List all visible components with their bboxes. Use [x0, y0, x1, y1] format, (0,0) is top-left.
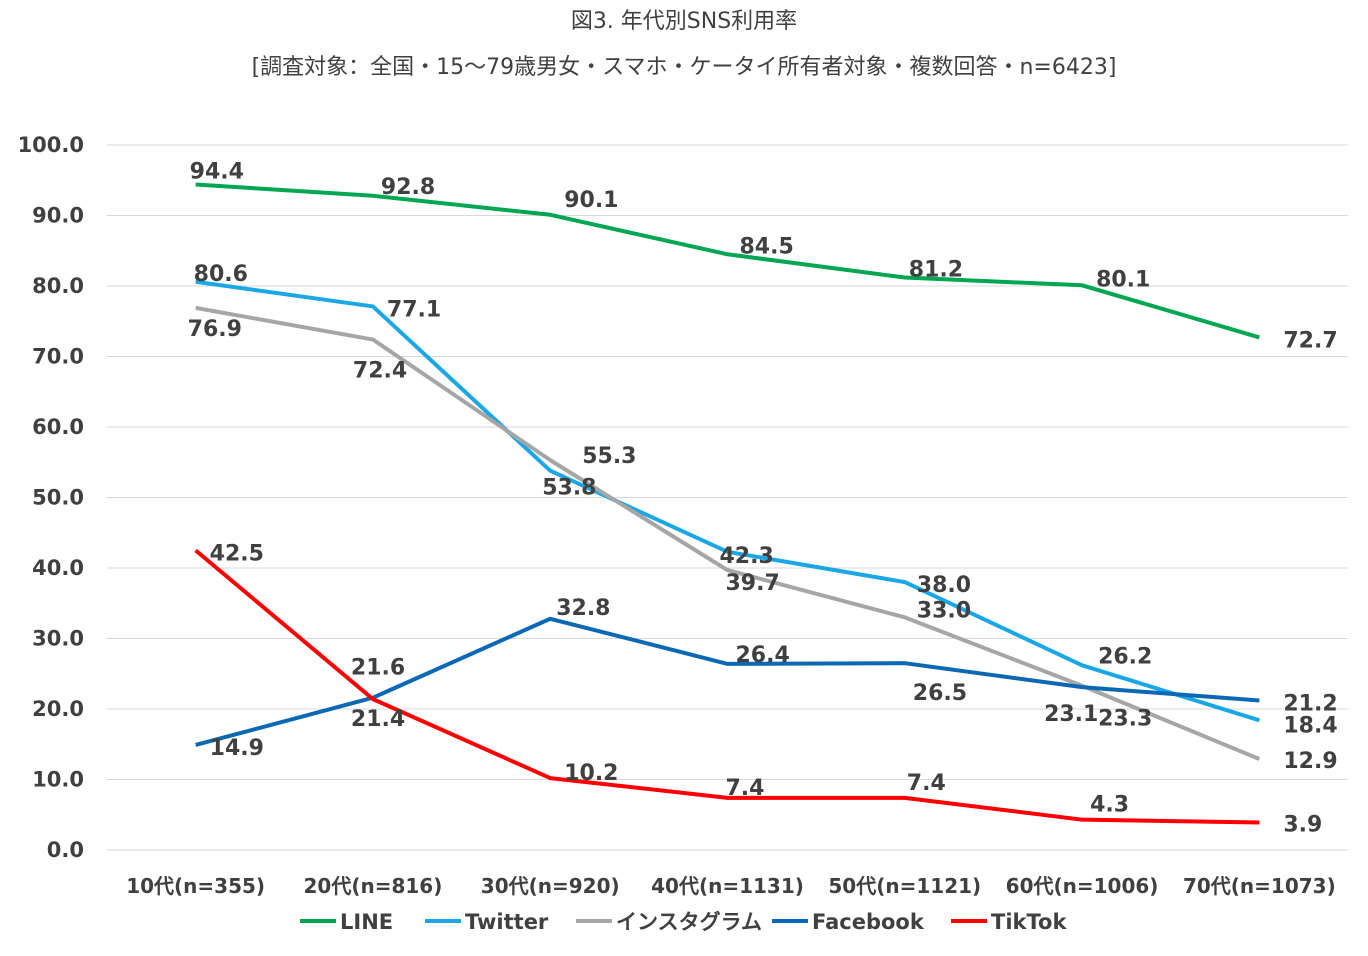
data-label: 4.3	[1090, 793, 1129, 818]
data-label: 39.7	[726, 571, 780, 596]
y-tick-label: 100.0	[18, 133, 84, 157]
data-label: 21.4	[351, 707, 405, 732]
legend-label: TikTok	[991, 910, 1067, 934]
legend: LINE Twitter インスタグラム Facebook TikTok	[300, 910, 1067, 934]
legend-label: Twitter	[465, 910, 549, 934]
series-lines	[194, 182, 1261, 825]
data-label: 7.4	[726, 776, 765, 801]
y-tick-label: 10.0	[32, 768, 84, 792]
x-tick-label: 60代(n=1006)	[1006, 874, 1159, 898]
series-line	[195, 182, 1260, 340]
y-tick-label: 80.0	[32, 274, 84, 298]
data-label: 90.1	[564, 188, 618, 213]
data-label: 38.0	[917, 573, 971, 598]
x-axis: 10代(n=355) 20代(n=816) 30代(n=920) 40代(n=1131…	[126, 874, 1336, 898]
chart-title: 図3. 年代別SNS利用率	[571, 9, 797, 34]
series-line	[194, 548, 1260, 825]
x-tick-label: 30代(n=920)	[481, 874, 620, 898]
x-tick-label: 50代(n=1121)	[828, 874, 981, 898]
data-label: 26.2	[1098, 644, 1152, 669]
data-label: 33.0	[917, 598, 971, 623]
data-label: 94.4	[190, 159, 244, 184]
data-label: 10.2	[564, 761, 618, 786]
data-label: 80.1	[1096, 267, 1150, 292]
data-label: 23.1	[1044, 702, 1098, 727]
data-label: 72.4	[353, 359, 407, 384]
legend-label: インスタグラム	[616, 910, 762, 934]
y-tick-label: 0.0	[47, 838, 84, 862]
data-label: 21.6	[351, 656, 405, 681]
data-label: 42.3	[720, 544, 774, 569]
y-tick-label: 60.0	[32, 415, 84, 439]
legend-label: Facebook	[812, 910, 925, 934]
data-label: 26.4	[736, 643, 790, 668]
chart-subtitle: [調査対象：全国・15〜79歳男女・スマホ・ケータイ所有者対象・複数回答・n=6…	[252, 55, 1117, 80]
x-tick-label: 40代(n=1131)	[651, 874, 804, 898]
data-label: 76.9	[188, 317, 242, 342]
series-line	[195, 279, 1260, 723]
data-label: 26.5	[913, 681, 967, 706]
y-tick-label: 30.0	[32, 627, 84, 651]
data-label: 55.3	[582, 444, 636, 469]
data-label: 7.4	[907, 771, 946, 796]
data-label: 32.8	[556, 596, 610, 621]
y-tick-label: 90.0	[32, 204, 84, 228]
data-label: 72.7	[1283, 328, 1337, 353]
x-tick-label: 10代(n=355)	[126, 874, 265, 898]
y-tick-label: 20.0	[32, 697, 84, 721]
data-label: 92.8	[381, 175, 435, 200]
y-tick-label: 40.0	[32, 556, 84, 580]
data-label: 81.2	[909, 258, 963, 283]
y-tick-label: 70.0	[32, 345, 84, 369]
data-label: 12.9	[1283, 749, 1337, 774]
data-label: 21.2	[1283, 692, 1337, 717]
data-label: 23.3	[1098, 707, 1152, 732]
x-tick-label: 70代(n=1073)	[1183, 874, 1336, 898]
data-label: 84.5	[740, 234, 794, 259]
data-label: 14.9	[210, 736, 264, 761]
data-label: 42.5	[210, 541, 264, 566]
data-label: 77.1	[387, 297, 441, 322]
data-labels: 94.4 92.8 90.1 84.5 81.2 80.1 72.7 80.6 77.1 53.8…	[188, 159, 1338, 837]
y-tick-label: 50.0	[32, 486, 84, 510]
gridlines	[107, 144, 1348, 851]
x-tick-label: 20代(n=816)	[303, 874, 442, 898]
legend-label: LINE	[340, 910, 393, 934]
y-axis: 0.0 10.0 20.0 30.0 40.0 50.0 60.0 70.0 80.0 90.0 1…	[18, 133, 84, 862]
data-label: 80.6	[194, 262, 248, 287]
data-label: 3.9	[1283, 813, 1322, 838]
data-label: 18.4	[1283, 713, 1337, 738]
data-label: 53.8	[542, 476, 596, 501]
